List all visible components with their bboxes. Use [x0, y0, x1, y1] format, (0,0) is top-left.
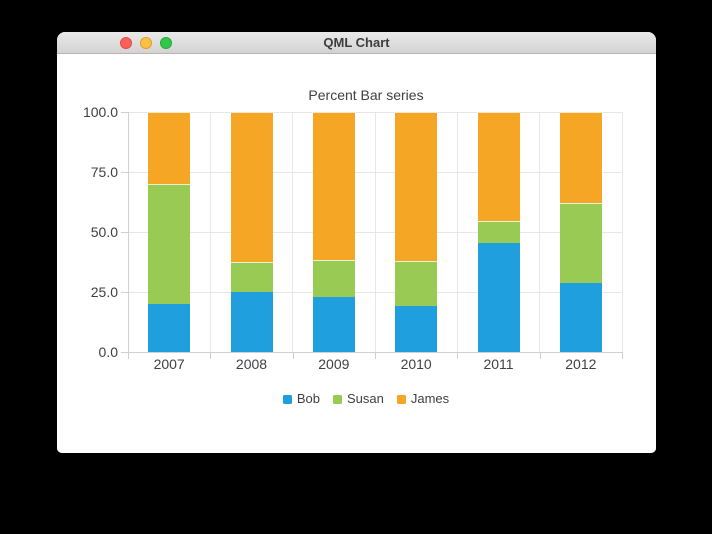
legend-marker-bob — [282, 394, 292, 404]
bar-segment-james-2009 — [312, 112, 355, 260]
bar-segment-bob-2011 — [477, 242, 520, 352]
x-axis-category-label: 2009 — [318, 356, 350, 372]
bar-segment-susan-2008 — [230, 262, 273, 292]
x-axis-tick-mark — [622, 353, 623, 359]
vertical-gridline — [621, 112, 623, 352]
x-axis-category-label: 2011 — [483, 356, 514, 372]
legend-item-bob: Bob — [282, 391, 320, 406]
bar-segment-bob-2012 — [559, 283, 602, 352]
window-titlebar[interactable]: QML Chart — [57, 32, 656, 54]
x-axis-category-label: 2008 — [235, 356, 268, 372]
y-axis-tick-label: 25.0 — [90, 284, 118, 300]
y-axis-tick-mark — [121, 232, 128, 233]
legend-label: Bob — [296, 391, 320, 406]
bar-segment-susan-2010 — [395, 260, 438, 307]
y-axis-tick-mark — [121, 112, 128, 113]
y-axis-tick-mark — [121, 172, 128, 173]
x-axis-tick-mark — [539, 353, 541, 359]
window-title: QML Chart — [323, 35, 390, 50]
x-axis-tick-mark — [128, 353, 129, 359]
bar-segment-susan-2007 — [148, 184, 191, 304]
y-axis-tick-label: 100.0 — [82, 104, 118, 120]
plot-area — [128, 112, 623, 352]
legend-item-james: James — [396, 391, 450, 406]
vertical-gridline — [539, 112, 541, 352]
y-axis-tick-label: 0.0 — [98, 344, 118, 360]
bar-2010 — [395, 112, 438, 352]
chart-view: Percent Bar series 0.0 25.0 50.0 75.0 100.0 … — [57, 54, 656, 453]
y-axis-tick-label: 50.0 — [90, 224, 118, 240]
bar-2008 — [230, 112, 273, 352]
bar-2007 — [148, 112, 191, 352]
bar-segment-bob-2010 — [395, 306, 438, 352]
y-axis-tick-mark — [121, 352, 128, 353]
horizontal-gridline — [129, 232, 622, 233]
x-axis-line — [128, 352, 623, 353]
vertical-gridline — [456, 112, 458, 352]
legend-marker-susan — [332, 394, 342, 404]
qml-chart-window: QML Chart Percent Bar series 0.0 25.0 50.0… — [57, 32, 656, 453]
legend: Bob Susan James — [119, 391, 613, 407]
legend-label: Susan — [346, 391, 384, 406]
vertical-gridline — [292, 112, 294, 352]
horizontal-gridline — [129, 172, 622, 173]
bar-segment-james-2010 — [395, 112, 438, 261]
bar-segment-james-2011 — [477, 112, 520, 222]
x-axis-category-label: 2010 — [400, 356, 432, 372]
x-axis-tick-mark — [375, 353, 376, 359]
bar-2009 — [312, 112, 355, 352]
chart-title: Percent Bar series — [308, 87, 424, 103]
x-axis-category-label: 2012 — [565, 356, 597, 372]
legend-label: James — [410, 391, 450, 406]
bar-2012 — [559, 112, 602, 352]
legend-marker-james — [396, 394, 406, 404]
bar-segment-james-2008 — [230, 112, 273, 262]
horizontal-gridline — [129, 112, 622, 113]
bar-segment-james-2012 — [559, 112, 602, 204]
y-axis-tick-mark — [121, 292, 128, 293]
zoom-button[interactable] — [160, 37, 172, 49]
legend-item-susan: Susan — [332, 391, 384, 406]
x-axis-tick-mark — [457, 353, 459, 359]
horizontal-gridline — [129, 292, 622, 293]
minimize-button[interactable] — [140, 37, 152, 49]
window-controls — [120, 37, 172, 49]
y-axis-tick-label: 75.0 — [90, 164, 118, 180]
vertical-gridline — [374, 112, 376, 352]
bar-2011 — [477, 112, 520, 352]
bar-segment-bob-2007 — [148, 304, 191, 352]
bar-segment-james-2007 — [148, 112, 191, 184]
bar-segment-bob-2008 — [230, 292, 273, 352]
bar-segment-susan-2011 — [477, 221, 520, 243]
x-axis-tick-mark — [210, 353, 212, 359]
bar-segment-susan-2009 — [312, 259, 355, 297]
close-button[interactable] — [120, 37, 132, 49]
x-axis-tick-mark — [292, 353, 294, 359]
bar-segment-bob-2009 — [312, 296, 355, 352]
vertical-gridline — [209, 112, 211, 352]
y-axis-line — [128, 112, 129, 353]
bar-segment-susan-2012 — [559, 203, 602, 284]
x-axis-category-label: 2007 — [153, 356, 185, 372]
